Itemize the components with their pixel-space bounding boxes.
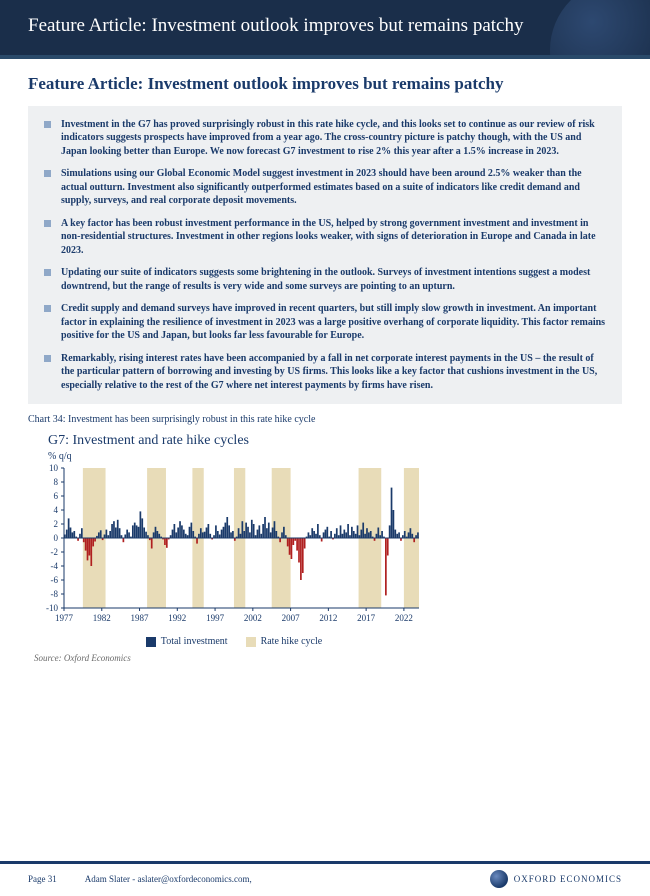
bullet-item: Credit supply and demand surveys have im… (44, 302, 606, 343)
svg-text:-6: -6 (51, 575, 59, 585)
svg-text:10: 10 (49, 464, 59, 473)
legend-label: Total investment (161, 636, 228, 647)
svg-text:-4: -4 (51, 561, 59, 571)
chart-legend: Total investment Rate hike cycle (34, 636, 434, 647)
globe-icon (490, 870, 508, 888)
page-footer: Page 31 Adam Slater - aslater@oxfordecon… (0, 861, 650, 896)
svg-text:2012: 2012 (319, 613, 337, 623)
svg-text:6: 6 (54, 491, 59, 501)
svg-text:8: 8 (54, 477, 59, 487)
legend-item: Rate hike cycle (246, 636, 323, 647)
svg-text:4: 4 (54, 505, 59, 515)
legend-swatch (146, 637, 156, 647)
legend-item: Total investment (146, 636, 228, 647)
svg-text:0: 0 (54, 533, 59, 543)
svg-text:1987: 1987 (131, 613, 150, 623)
bullet-text: Simulations using our Global Economic Mo… (61, 167, 606, 208)
svg-text:1982: 1982 (93, 613, 111, 623)
bullet-marker-icon (44, 121, 51, 128)
svg-text:2017: 2017 (357, 613, 376, 623)
bullet-marker-icon (44, 220, 51, 227)
bullet-text: Remarkably, rising interest rates have b… (61, 352, 606, 393)
bullet-item: Remarkably, rising interest rates have b… (44, 352, 606, 393)
svg-text:2007: 2007 (282, 613, 301, 623)
bullet-item: Investment in the G7 has proved surprisi… (44, 118, 606, 159)
chart-title: G7: Investment and rate hike cycles (48, 433, 622, 449)
bullet-text: A key factor has been robust investment … (61, 217, 606, 258)
header-band: Feature Article: Investment outlook impr… (0, 0, 650, 59)
investment-chart: -10 -8 -6 -4 -2 0 2 4 6 8 10 1977 1982 1987 1992 1997 20… (34, 464, 434, 629)
footer-left: Page 31 Adam Slater - aslater@oxfordecon… (28, 874, 252, 884)
chart-ylabel: % q/q (48, 451, 622, 462)
bullet-marker-icon (44, 170, 51, 177)
footer-page-number: Page 31 (28, 874, 57, 884)
footer-author: Adam Slater - aslater@oxfordeconomics.co… (85, 874, 252, 884)
svg-text:2022: 2022 (395, 613, 413, 623)
bullet-text: Updating our suite of indicators suggest… (61, 266, 606, 293)
summary-bullets-box: Investment in the G7 has proved surprisi… (28, 106, 622, 405)
svg-text:1992: 1992 (168, 613, 186, 623)
legend-label: Rate hike cycle (261, 636, 323, 647)
svg-text:-10: -10 (46, 603, 58, 613)
legend-swatch (246, 637, 256, 647)
svg-text:2: 2 (54, 519, 59, 529)
bullet-marker-icon (44, 269, 51, 276)
svg-text:-8: -8 (51, 589, 59, 599)
footer-logo: OXFORD ECONOMICS (490, 870, 622, 888)
svg-text:1997: 1997 (206, 613, 225, 623)
chart-source: Source: Oxford Economics (34, 653, 622, 663)
bullet-text: Investment in the G7 has proved surprisi… (61, 118, 606, 159)
svg-text:-2: -2 (51, 547, 59, 557)
bullet-text: Credit supply and demand surveys have im… (61, 302, 606, 343)
bullet-item: Updating our suite of indicators suggest… (44, 266, 606, 293)
svg-text:1977: 1977 (55, 613, 74, 623)
bullet-item: A key factor has been robust investment … (44, 217, 606, 258)
bullet-marker-icon (44, 355, 51, 362)
chart-container: -10 -8 -6 -4 -2 0 2 4 6 8 10 1977 1982 1987 1992 1997 20… (34, 464, 622, 647)
header-title: Feature Article: Investment outlook impr… (28, 14, 622, 39)
footer-logo-text: OXFORD ECONOMICS (514, 874, 622, 884)
chart-caption: Chart 34: Investment has been surprising… (28, 414, 622, 425)
bullet-item: Simulations using our Global Economic Mo… (44, 167, 606, 208)
content-area: Feature Article: Investment outlook impr… (0, 59, 650, 664)
section-title: Feature Article: Investment outlook impr… (28, 73, 622, 94)
bullet-marker-icon (44, 305, 51, 312)
svg-text:2002: 2002 (244, 613, 262, 623)
